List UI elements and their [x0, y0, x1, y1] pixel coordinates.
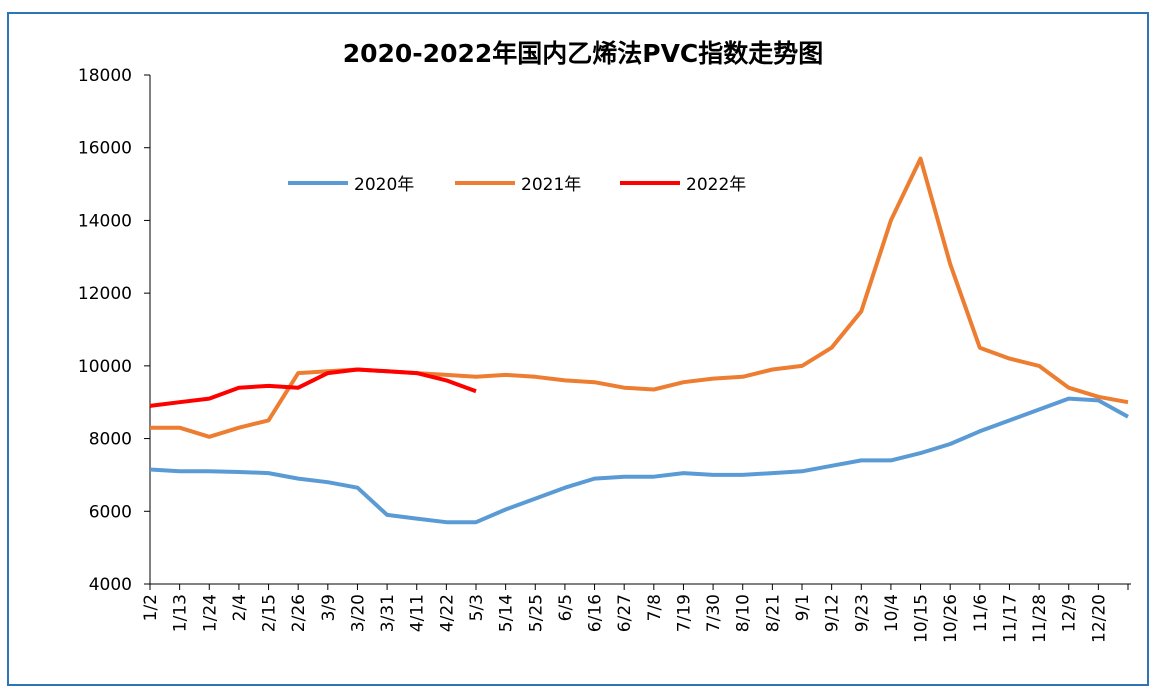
x-tick-label: 12/20 — [1089, 594, 1109, 643]
x-tick-label: 9/23 — [852, 594, 872, 632]
x-tick-label: 10/15 — [912, 594, 932, 643]
x-tick-label: 2/15 — [260, 594, 280, 632]
x-tick-label: 8/21 — [763, 594, 783, 632]
x-tick-label: 9/1 — [793, 594, 813, 621]
y-tick-label: 18000 — [78, 66, 132, 86]
x-tick-label: 6/16 — [586, 594, 606, 632]
x-tick-label: 6/27 — [615, 594, 635, 632]
x-tick-label: 7/30 — [704, 594, 724, 632]
x-tick-label: 2/26 — [289, 594, 309, 632]
x-tick-label: 11/17 — [1000, 594, 1020, 643]
x-tick-label: 10/4 — [882, 594, 902, 632]
y-tick-label: 8000 — [89, 430, 132, 450]
x-tick-label: 8/10 — [734, 594, 754, 632]
legend-label: 2020年 — [354, 175, 414, 195]
x-tick-label: 2/4 — [230, 594, 250, 621]
x-tick-label: 3/20 — [348, 594, 368, 632]
x-tick-label: 4/22 — [437, 594, 457, 632]
series-line — [149, 396, 1129, 525]
y-tick-label: 4000 — [89, 575, 132, 595]
x-tick-label: 3/31 — [378, 594, 398, 632]
y-tick-label: 12000 — [78, 284, 132, 304]
x-tick-label: 5/25 — [526, 594, 546, 632]
x-tick-label: 12/9 — [1060, 594, 1080, 632]
x-tick-label: 11/6 — [971, 594, 991, 632]
chart-title: 2020-2022年国内乙烯法PVC指数走势图 — [343, 39, 824, 68]
x-tick-label: 1/2 — [141, 594, 161, 621]
series-line — [150, 156, 1129, 439]
frame — [7, 12, 1149, 686]
x-tick-label: 11/28 — [1030, 594, 1050, 643]
x-tick-label: 10/26 — [941, 594, 961, 643]
x-tick-label: 6/5 — [556, 594, 576, 621]
x-tick-label: 7/19 — [674, 594, 694, 632]
x-tick-label: 5/3 — [467, 594, 487, 621]
x-tick-label: 7/8 — [645, 594, 665, 621]
legend-label: 2021年 — [521, 175, 581, 195]
y-tick-label: 16000 — [78, 139, 132, 159]
legend-label: 2022年 — [686, 175, 746, 195]
series-line — [149, 367, 477, 408]
y-tick-label: 10000 — [78, 357, 132, 377]
x-tick-label: 1/24 — [200, 594, 220, 632]
y-tick-label: 14000 — [78, 211, 132, 231]
x-tick-label: 4/11 — [408, 594, 428, 632]
x-tick-label: 5/14 — [497, 594, 517, 632]
x-tick-label: 9/12 — [823, 594, 843, 632]
y-tick-label: 6000 — [89, 502, 132, 522]
x-tick-label: 3/9 — [319, 594, 339, 621]
x-tick-label: 1/13 — [171, 594, 191, 632]
